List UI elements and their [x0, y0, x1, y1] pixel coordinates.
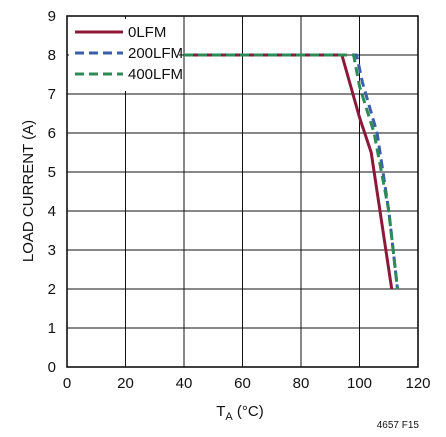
x-axis-label-main: T: [216, 403, 225, 420]
legend: 0LFM 200LFM 400LFM: [69, 19, 183, 91]
y-tick-label: 4: [48, 203, 56, 220]
plot-frame: [66, 15, 419, 368]
x-tick-label: 60: [234, 375, 251, 392]
y-tick-labels: 0 1 2 3 4 5 6 7 8 9: [48, 8, 56, 376]
x-tick-label: 40: [176, 375, 193, 392]
x-axis-label-unit: (°C): [233, 403, 264, 420]
y-tick-label: 2: [48, 281, 56, 298]
y-tick-label: 3: [48, 242, 56, 259]
y-tick-label: 9: [48, 8, 56, 25]
y-tick-label: 1: [48, 320, 56, 337]
series-line-400lfm: [184, 53, 399, 290]
x-tick-label: 120: [405, 375, 430, 392]
x-tick-label: 20: [117, 375, 134, 392]
y-tick-label: 7: [48, 86, 56, 103]
y-tick-label: 5: [48, 164, 56, 181]
y-axis-label: LOAD CURRENT (A): [20, 120, 37, 262]
y-tick-label: 0: [48, 359, 56, 376]
x-tick-label: 0: [63, 375, 71, 392]
y-tick-label: 6: [48, 125, 56, 142]
x-tick-label: 80: [293, 375, 310, 392]
x-axis-label: TA (°C): [216, 403, 264, 423]
series-layer: [184, 53, 399, 290]
y-tick-label: 8: [48, 47, 56, 64]
x-axis-label-subscript: A: [225, 411, 233, 423]
figure-label: 4657 F15: [377, 420, 420, 431]
x-tick-labels: 0 20 40 60 80 100 120: [63, 375, 431, 392]
legend-label-0lfm: 0LFM: [128, 24, 166, 41]
x-tick-label: 100: [347, 375, 372, 392]
legend-label-400lfm: 400LFM: [128, 66, 183, 83]
legend-label-200lfm: 200LFM: [128, 45, 183, 62]
